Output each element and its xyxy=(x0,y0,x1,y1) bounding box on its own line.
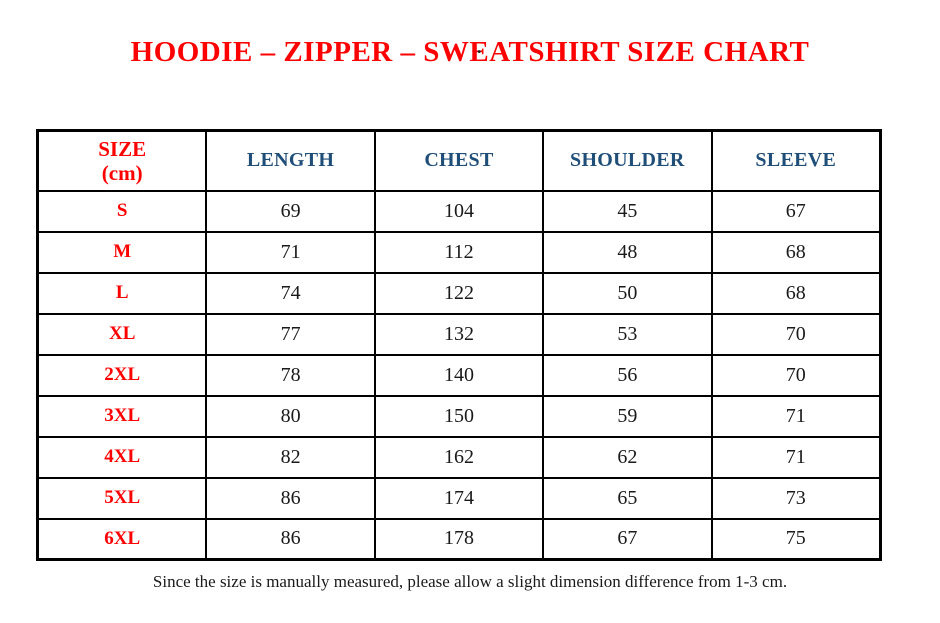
size-header-label: SIZE xyxy=(98,136,147,161)
shoulder-value-cell: 45 xyxy=(542,189,713,233)
shoulder-value-cell: 56 xyxy=(542,353,713,397)
sleeve-value-cell: 75 xyxy=(710,517,882,561)
sleeve-value-cell: 67 xyxy=(710,189,882,233)
page: { "stray_mark": ".", "title": "HOODIE – … xyxy=(0,36,940,623)
header-row: SIZE (cm) LENGTH CHEST SHOULDER SLEEVE xyxy=(36,129,882,192)
size-label-cell: S xyxy=(36,189,208,233)
length-value-cell: 78 xyxy=(205,353,376,397)
sleeve-header-cell: SLEEVE xyxy=(710,129,882,192)
length-value-cell: 82 xyxy=(205,435,376,479)
size-label-cell: 6XL xyxy=(36,517,208,561)
length-value-cell: 77 xyxy=(205,312,376,356)
chest-value-cell: 112 xyxy=(373,230,545,274)
length-value-cell: 69 xyxy=(205,189,376,233)
size-table-body: S 69 104 45 67 M 71 112 48 68 L 74 122 5… xyxy=(36,189,882,561)
chest-header-cell: CHEST xyxy=(373,129,545,192)
table-row: XL 77 132 53 70 xyxy=(36,312,882,356)
chest-value-cell: 140 xyxy=(373,353,545,397)
length-value-cell: 80 xyxy=(205,394,376,438)
size-label-cell: L xyxy=(36,271,208,315)
sleeve-value-cell: 71 xyxy=(710,394,882,438)
table-row: L 74 122 50 68 xyxy=(36,271,882,315)
chest-value-cell: 104 xyxy=(373,189,545,233)
size-chart-table: SIZE (cm) LENGTH CHEST SHOULDER SLEEVE S… xyxy=(36,129,882,561)
size-label-cell: 4XL xyxy=(36,435,208,479)
shoulder-header-cell: SHOULDER xyxy=(542,129,713,192)
sleeve-value-cell: 68 xyxy=(710,230,882,274)
chest-value-cell: 150 xyxy=(373,394,545,438)
sleeve-value-cell: 73 xyxy=(710,476,882,520)
sleeve-value-cell: 71 xyxy=(710,435,882,479)
size-label-cell: 2XL xyxy=(36,353,208,397)
chest-value-cell: 132 xyxy=(373,312,545,356)
table-row: 6XL 86 178 67 75 xyxy=(36,517,882,561)
size-header-unit: (cm) xyxy=(101,160,143,185)
size-unit-header-cell: SIZE (cm) xyxy=(36,129,208,192)
chest-value-cell: 178 xyxy=(373,517,545,561)
chest-value-cell: 162 xyxy=(373,435,545,479)
size-label-cell: M xyxy=(36,230,208,274)
shoulder-value-cell: 53 xyxy=(542,312,713,356)
length-header-cell: LENGTH xyxy=(205,129,376,192)
chest-value-cell: 122 xyxy=(373,271,545,315)
table-row: 5XL 86 174 65 73 xyxy=(36,476,882,520)
sleeve-value-cell: 70 xyxy=(710,312,882,356)
size-label-cell: 3XL xyxy=(36,394,208,438)
length-value-cell: 86 xyxy=(205,517,376,561)
table-row: S 69 104 45 67 xyxy=(36,189,882,233)
sleeve-value-cell: 68 xyxy=(710,271,882,315)
stray-period-mark: . xyxy=(477,37,482,57)
measurement-disclaimer: Since the size is manually measured, ple… xyxy=(152,572,788,591)
length-value-cell: 71 xyxy=(205,230,376,274)
shoulder-value-cell: 62 xyxy=(542,435,713,479)
shoulder-value-cell: 50 xyxy=(542,271,713,315)
chest-value-cell: 174 xyxy=(373,476,545,520)
shoulder-value-cell: 65 xyxy=(542,476,713,520)
table-row: 3XL 80 150 59 71 xyxy=(36,394,882,438)
length-value-cell: 86 xyxy=(205,476,376,520)
size-chart-table-header: SIZE (cm) LENGTH CHEST SHOULDER SLEEVE xyxy=(36,129,882,192)
shoulder-value-cell: 59 xyxy=(542,394,713,438)
table-row: 2XL 78 140 56 70 xyxy=(36,353,882,397)
table-row: 4XL 82 162 62 71 xyxy=(36,435,882,479)
table-row: M 71 112 48 68 xyxy=(36,230,882,274)
shoulder-value-cell: 67 xyxy=(542,517,713,561)
size-label-cell: 5XL xyxy=(36,476,208,520)
size-label-cell: XL xyxy=(36,312,208,356)
sleeve-value-cell: 70 xyxy=(710,353,882,397)
shoulder-value-cell: 48 xyxy=(542,230,713,274)
length-value-cell: 74 xyxy=(205,271,376,315)
page-title: HOODIE – ZIPPER – SWEATSHIRT SIZE CHART xyxy=(130,36,810,68)
